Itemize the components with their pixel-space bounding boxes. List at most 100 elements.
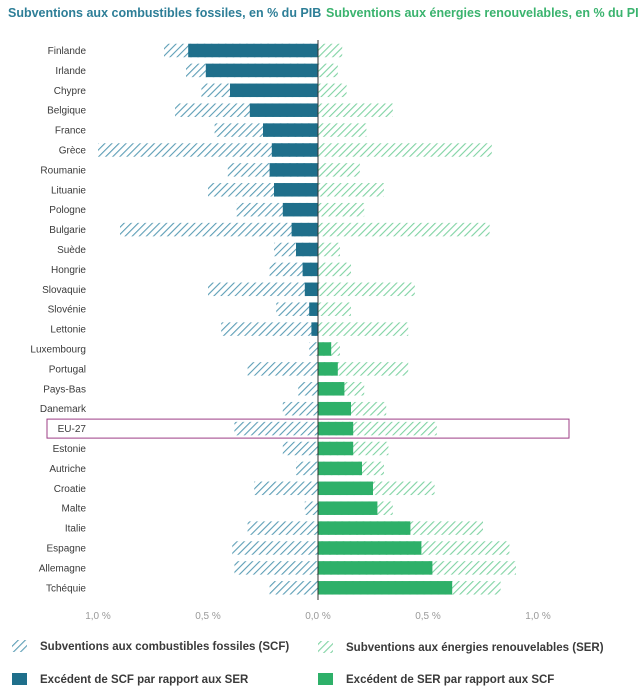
bar-scf-eu-27 <box>234 421 318 436</box>
bar-scf-lettonie <box>221 322 318 336</box>
bar-scf-malte <box>304 501 318 515</box>
bar-ser-excess-tchequie <box>318 581 453 595</box>
legend-ser-excess-label: Excédent de SER par rapport aux SCF <box>346 674 554 686</box>
category-label-suede: Suède <box>57 245 86 256</box>
bar-scf-espagne <box>232 541 318 555</box>
bar-ser-excess-portugal <box>318 362 338 376</box>
bar-scf-autriche <box>296 461 318 476</box>
bar-ser-slovenie <box>318 302 351 316</box>
category-label-eu-27: EU-27 <box>58 424 87 435</box>
bar-scf-excess-france <box>263 123 318 137</box>
bar-scf-excess-suede <box>296 242 318 257</box>
bar-scf-luxembourg <box>309 342 318 356</box>
bar-scf-slovaquie <box>208 282 318 297</box>
category-label-france: France <box>55 126 87 137</box>
category-label-autriche: Autriche <box>49 464 86 475</box>
category-label-irlande: Irlande <box>55 66 86 77</box>
category-label-hongrie: Hongrie <box>51 265 86 276</box>
bar-scf-bulgarie <box>120 222 318 237</box>
category-label-tchequie: Tchéquie <box>46 583 86 594</box>
bar-scf-excess-hongrie <box>302 262 318 277</box>
bar-ser-excess-luxembourg <box>318 342 332 356</box>
x-tick-label-0: 1,0 % <box>85 611 111 622</box>
bar-ser-chypre <box>318 83 347 98</box>
category-label-pays-bas: Pays-Bas <box>43 384 86 395</box>
category-label-slovaquie: Slovaquie <box>42 285 86 296</box>
category-label-lettonie: Lettonie <box>50 325 86 336</box>
bar-ser-roumanie <box>318 163 360 177</box>
bar-ser-excess-croatie <box>318 481 373 496</box>
bar-scf-italie <box>247 521 318 535</box>
bar-ser-bulgarie <box>318 222 490 237</box>
bar-ser-excess-pays-bas <box>318 382 345 396</box>
bar-scf-excess-slovenie <box>309 302 318 316</box>
legend-scf-excess-label: Excédent de SCF par rapport aux SER <box>40 674 249 686</box>
bars-layer <box>46 40 570 600</box>
bar-scf-excess-grece <box>271 143 318 157</box>
bar-scf-excess-slovaquie <box>304 282 318 297</box>
category-label-grece: Grèce <box>59 146 87 157</box>
x-axis-ticks-layer: 1,0 % 0,5 % 0,0 % 0,5 % 1,0 % <box>85 611 551 622</box>
bar-ser-excess-autriche <box>318 461 362 476</box>
right-chart-title: Subventions aux énergies renouvelables, … <box>326 6 638 20</box>
legend-ser-label: Subventions aux énergies renouvelables (… <box>346 642 604 654</box>
category-label-luxembourg: Luxembourg <box>30 345 86 356</box>
bar-ser-france <box>318 123 367 137</box>
category-label-roumanie: Roumanie <box>40 165 86 176</box>
category-labels-layer: Finlande Irlande Chypre Belgique France Grèce… <box>30 46 87 594</box>
bar-ser-excess-espagne <box>318 541 422 555</box>
category-label-croatie: Croatie <box>54 484 87 495</box>
category-label-pologne: Pologne <box>49 205 86 216</box>
bar-scf-grece <box>98 143 318 157</box>
bar-ser-belgique <box>318 103 393 117</box>
highlight-box-eu-27 <box>46 418 570 439</box>
bar-ser-excess-estonie <box>318 441 354 456</box>
bar-scf-estonie <box>282 441 318 456</box>
x-tick-label-3: 0,5 % <box>415 611 441 622</box>
bar-ser-portugal <box>318 362 409 376</box>
category-label-slovenie: Slovénie <box>48 305 87 316</box>
bar-ser-excess-danemark <box>318 401 351 416</box>
bar-scf-excess-chypre <box>230 83 318 98</box>
x-tick-label-1: 0,5 % <box>195 611 221 622</box>
bar-scf-pays-bas <box>298 382 318 396</box>
legend-scf-excess-swatch <box>12 673 27 685</box>
category-label-danemark: Danemark <box>40 404 87 415</box>
bar-ser-lituanie <box>318 183 384 197</box>
bar-ser-excess-italie <box>318 521 411 535</box>
category-label-espagne: Espagne <box>47 544 87 555</box>
bar-ser-grece <box>318 143 492 157</box>
bar-ser-pologne <box>318 202 365 217</box>
bar-ser-hongrie <box>318 262 351 277</box>
bar-scf-tchequie <box>269 581 318 595</box>
bar-scf-allemagne <box>234 561 318 575</box>
legend-ser-excess-swatch <box>318 673 333 685</box>
bar-scf-excess-pologne <box>282 202 318 217</box>
bar-ser-excess-eu-27 <box>318 421 354 436</box>
bar-scf-excess-irlande <box>205 63 318 78</box>
category-label-portugal: Portugal <box>49 364 86 375</box>
category-label-italie: Italie <box>65 524 87 535</box>
bar-ser-slovaquie <box>318 282 415 297</box>
category-label-estonie: Estonie <box>53 444 87 455</box>
bar-scf-excess-lituanie <box>274 183 318 197</box>
legend-ser-swatch <box>318 641 333 653</box>
bar-scf-excess-belgique <box>249 103 318 117</box>
legend-scf-swatch <box>12 640 27 652</box>
bar-scf-excess-bulgarie <box>291 222 318 237</box>
category-label-chypre: Chypre <box>54 86 87 97</box>
legend-scf-label: Subventions aux combustibles fossiles (S… <box>40 641 289 653</box>
bar-scf-excess-roumanie <box>269 163 318 177</box>
bar-ser-excess-allemagne <box>318 561 433 575</box>
bar-scf-croatie <box>254 481 318 496</box>
bar-scf-danemark <box>282 401 318 416</box>
x-tick-label-4: 1,0 % <box>525 611 551 622</box>
bar-ser-lettonie <box>318 322 409 336</box>
bar-ser-suede <box>318 242 340 257</box>
bar-ser-finlande <box>318 43 343 58</box>
left-chart-title: Subventions aux combustibles fossiles, e… <box>8 6 322 20</box>
legend: Subventions aux combustibles fossiles (S… <box>12 640 604 686</box>
bar-scf-portugal <box>247 362 318 376</box>
category-label-belgique: Belgique <box>47 106 86 117</box>
category-label-malte: Malte <box>62 504 87 515</box>
